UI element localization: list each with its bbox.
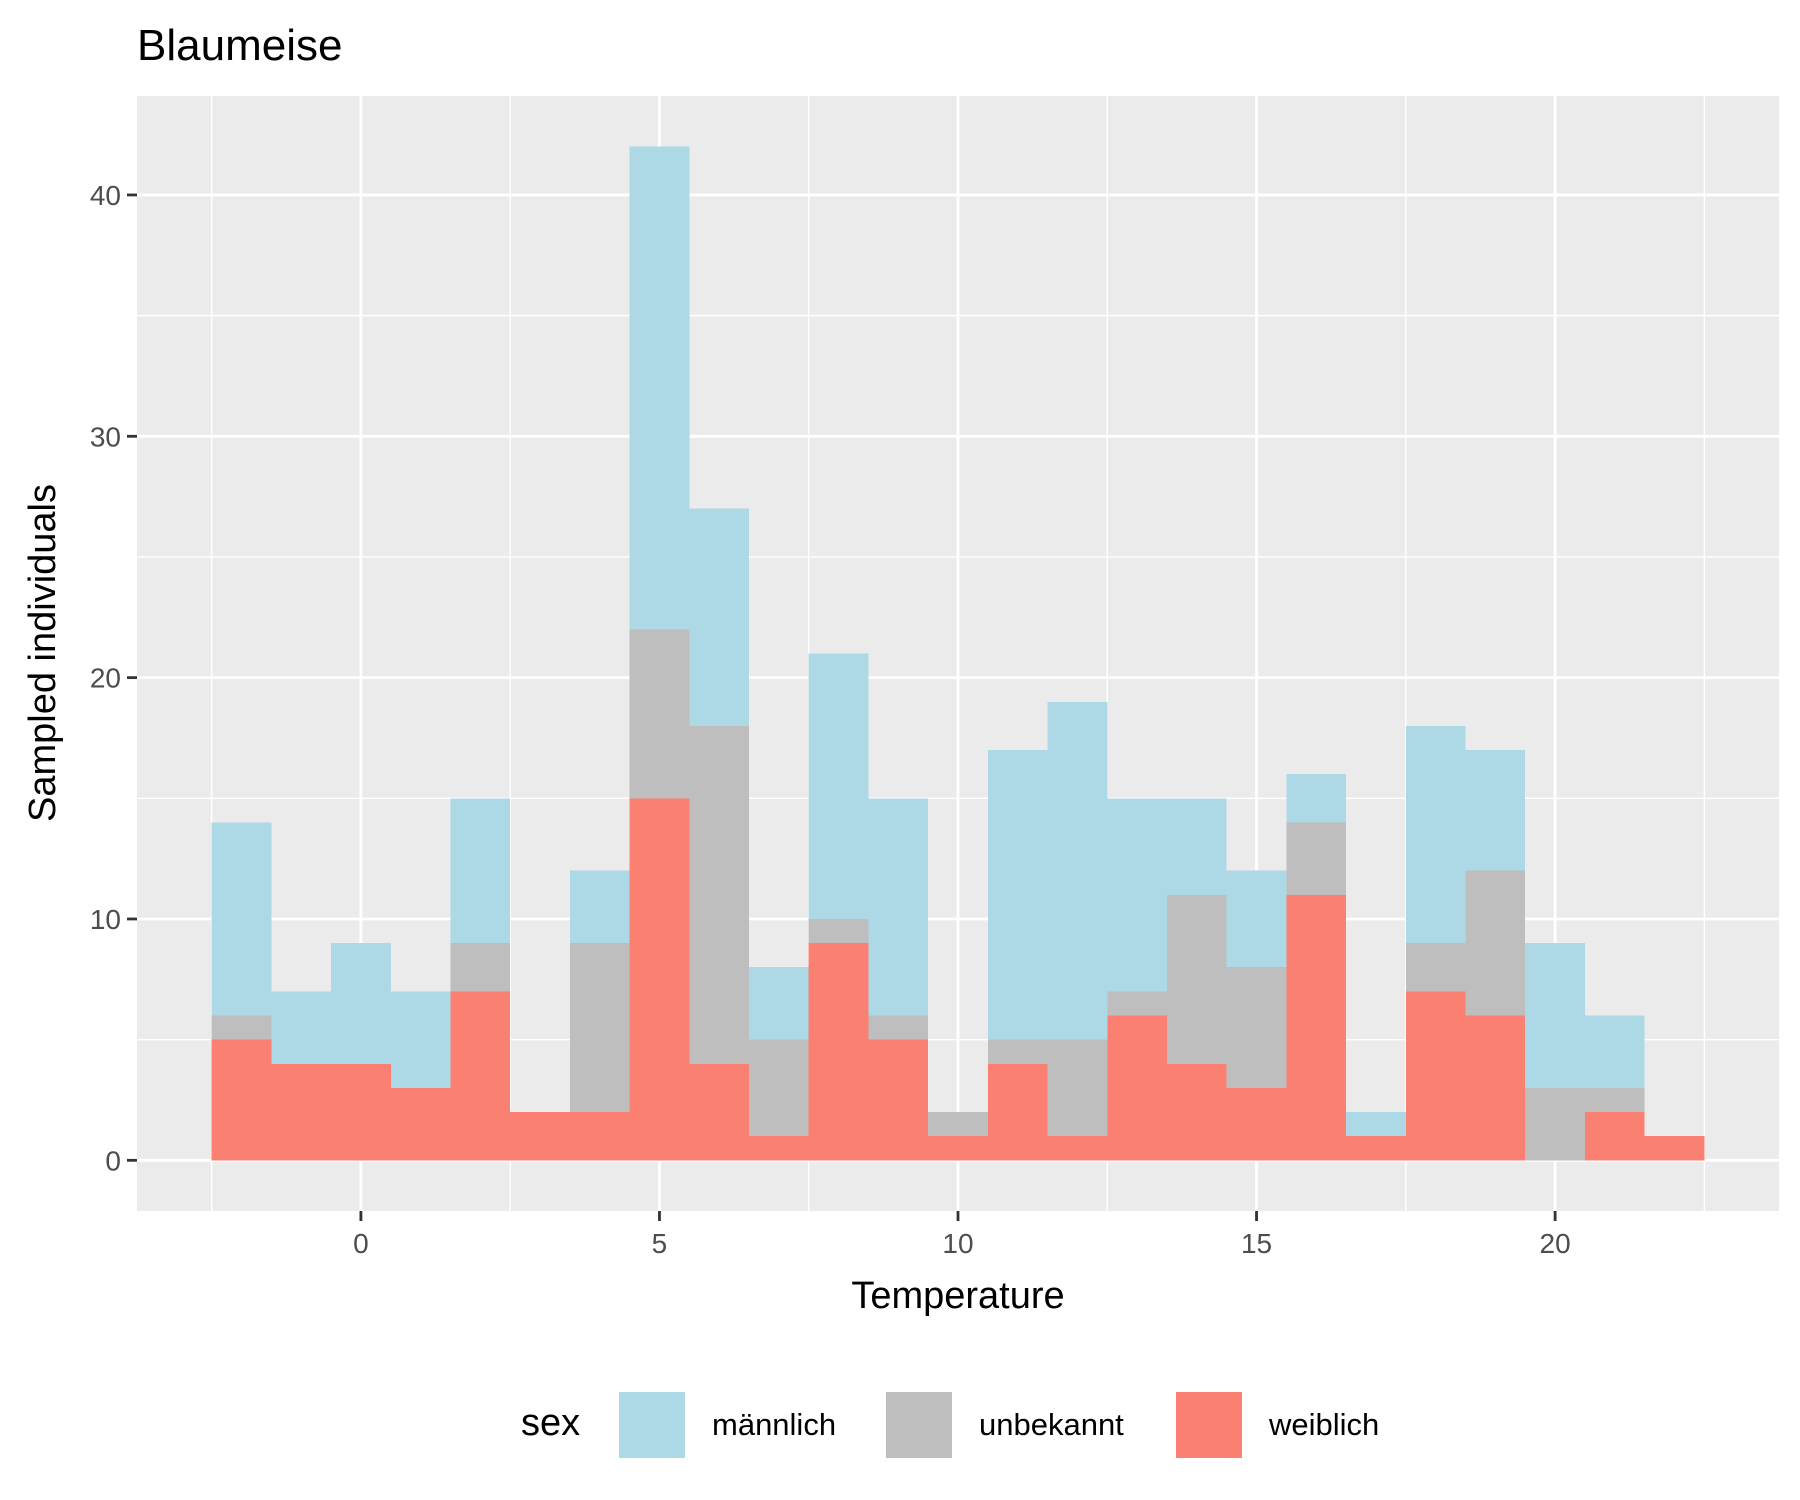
y-tick-label: 0: [105, 1145, 121, 1176]
x-tick-label: 10: [942, 1228, 973, 1259]
bar-weiblich: [569, 1112, 630, 1161]
bar-männlich: [749, 967, 809, 1040]
bar-weiblich: [1584, 1112, 1645, 1161]
bar-weiblich: [749, 1136, 809, 1161]
x-tick-label: 15: [1241, 1228, 1272, 1259]
bar-männlich: [1286, 774, 1347, 823]
bar-weiblich: [868, 1039, 929, 1161]
legend-key-männlich: [617, 1390, 687, 1460]
bar-männlich: [1346, 1112, 1406, 1137]
bar-weiblich: [808, 943, 869, 1161]
y-tick-label: 20: [90, 663, 121, 694]
bar-männlich: [1226, 870, 1287, 968]
legend-label-männlich: männlich: [712, 1407, 836, 1442]
y-axis-title: Sampled individuals: [22, 484, 64, 822]
bar-unbekannt: [689, 725, 750, 1064]
bar-männlich: [1047, 701, 1108, 1040]
y-tick-label: 30: [90, 421, 121, 452]
bar-unbekannt: [749, 1039, 809, 1137]
bar-männlich: [390, 991, 451, 1088]
y-tick-label: 10: [90, 904, 121, 935]
bar-weiblich: [1465, 1015, 1526, 1161]
x-tick-label: 5: [652, 1228, 668, 1259]
bar-weiblich: [928, 1136, 988, 1161]
bar-weiblich: [1107, 1015, 1167, 1161]
legend-label-unbekannt: unbekannt: [979, 1407, 1124, 1442]
bar-unbekannt: [1286, 822, 1347, 895]
bar-männlich: [331, 943, 391, 1064]
axes: 0 10 20 30 40 0 5 10 15 20: [90, 180, 1571, 1259]
bar-männlich: [1584, 1015, 1645, 1088]
bar-unbekannt: [211, 1015, 272, 1040]
bar-männlich: [1107, 798, 1167, 992]
bar-männlich: [271, 991, 332, 1064]
bar-unbekannt: [868, 1015, 929, 1040]
bar-männlich: [1405, 725, 1466, 944]
bar-weiblich: [211, 1039, 272, 1161]
bar-weiblich: [689, 1063, 750, 1161]
bar-unbekannt: [450, 943, 511, 992]
bar-unbekannt: [1584, 1087, 1645, 1113]
bar-weiblich: [390, 1087, 451, 1161]
bar-unbekannt: [1525, 1087, 1585, 1161]
bar-unbekannt: [1047, 1039, 1108, 1137]
bar-weiblich: [271, 1063, 332, 1161]
bar-unbekannt: [1465, 870, 1526, 1016]
bar-weiblich: [331, 1063, 391, 1161]
bar-weiblich: [1286, 894, 1347, 1161]
bars: [211, 146, 1705, 1161]
x-axis-title: Temperature: [851, 1275, 1064, 1317]
legend: sex männlich unbekannt weiblich: [521, 1390, 1379, 1460]
bar-unbekannt: [569, 943, 630, 1113]
bar-weiblich: [1644, 1136, 1705, 1161]
chart-title: Blaumeise: [137, 21, 342, 70]
bar-unbekannt: [808, 918, 869, 944]
bar-weiblich: [1226, 1087, 1287, 1161]
bar-unbekannt: [1107, 991, 1167, 1016]
bar-weiblich: [450, 991, 511, 1161]
bar-männlich: [808, 653, 869, 919]
x-tick-label: 20: [1540, 1228, 1571, 1259]
bar-unbekannt: [1166, 894, 1227, 1064]
bar-unbekannt: [928, 1112, 988, 1137]
x-tick-label: 0: [353, 1228, 369, 1259]
legend-key-weiblich: [1174, 1390, 1244, 1460]
bar-unbekannt: [629, 629, 690, 799]
bar-männlich: [450, 798, 511, 944]
legend-title: sex: [521, 1402, 580, 1444]
legend-key-unbekannt: [884, 1390, 954, 1460]
y-tick-label: 40: [90, 180, 121, 211]
bar-weiblich: [510, 1112, 570, 1161]
bar-männlich: [569, 870, 630, 944]
bar-männlich: [211, 822, 272, 1016]
bar-weiblich: [629, 798, 690, 1161]
bar-weiblich: [1405, 991, 1466, 1161]
bar-männlich: [1465, 750, 1526, 871]
legend-label-weiblich: weiblich: [1268, 1407, 1379, 1442]
bar-männlich: [1166, 798, 1227, 895]
bar-weiblich: [987, 1063, 1048, 1161]
bar-weiblich: [1346, 1136, 1406, 1161]
bar-männlich: [868, 798, 929, 1016]
bar-männlich: [689, 508, 750, 726]
bar-weiblich: [1047, 1136, 1108, 1161]
bar-männlich: [629, 146, 690, 630]
bar-unbekannt: [987, 1039, 1048, 1064]
bar-männlich: [987, 750, 1048, 1040]
bar-männlich: [1525, 943, 1585, 1088]
bar-weiblich: [1166, 1063, 1227, 1161]
bar-unbekannt: [1226, 967, 1287, 1088]
bar-unbekannt: [1405, 943, 1466, 992]
